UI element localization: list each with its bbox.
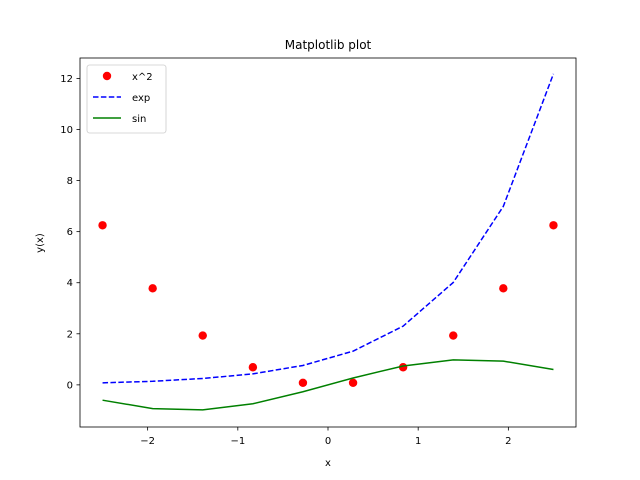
x-tick-label: 2 <box>505 436 511 447</box>
y-tick-label: 6 <box>67 227 73 238</box>
x-tick-label: −1 <box>230 436 245 447</box>
x-axis-label: x <box>325 458 331 469</box>
series-point-x-2 <box>98 221 107 230</box>
x-tick-label: 0 <box>325 436 331 447</box>
series-point-x-2 <box>298 378 308 388</box>
series-point-x-2 <box>148 284 157 293</box>
series-point-x-2 <box>348 378 358 388</box>
legend-label-exp: exp <box>132 93 150 104</box>
series-line-sin <box>102 359 554 411</box>
chart-title: Matplotlib plot <box>285 38 372 52</box>
legend-swatch-x-2 <box>102 71 112 81</box>
series-line-exp <box>102 73 555 384</box>
y-axis-label: y(x) <box>35 233 46 253</box>
y-tick-label: 4 <box>67 278 73 289</box>
y-tick-label: 2 <box>67 329 73 340</box>
y-tick-label: 10 <box>60 125 73 136</box>
x-tick-label: −2 <box>140 436 155 447</box>
legend: x^2 exp sin <box>86 64 167 134</box>
legend-label-sin: sin <box>132 114 146 125</box>
legend-box <box>86 64 167 134</box>
series-point-x-2 <box>198 331 207 340</box>
series-point-x-2 <box>549 221 558 230</box>
y-tick-label: 8 <box>67 176 73 187</box>
series-point-x-2 <box>499 284 508 293</box>
y-tick-label: 0 <box>67 380 73 391</box>
series-point-x-2 <box>449 331 458 340</box>
series-point-x-2 <box>248 363 258 372</box>
x-tick-label: 1 <box>415 436 421 447</box>
y-tick-label: 12 <box>60 74 73 85</box>
legend-label-x-2: x^2 <box>132 72 153 83</box>
